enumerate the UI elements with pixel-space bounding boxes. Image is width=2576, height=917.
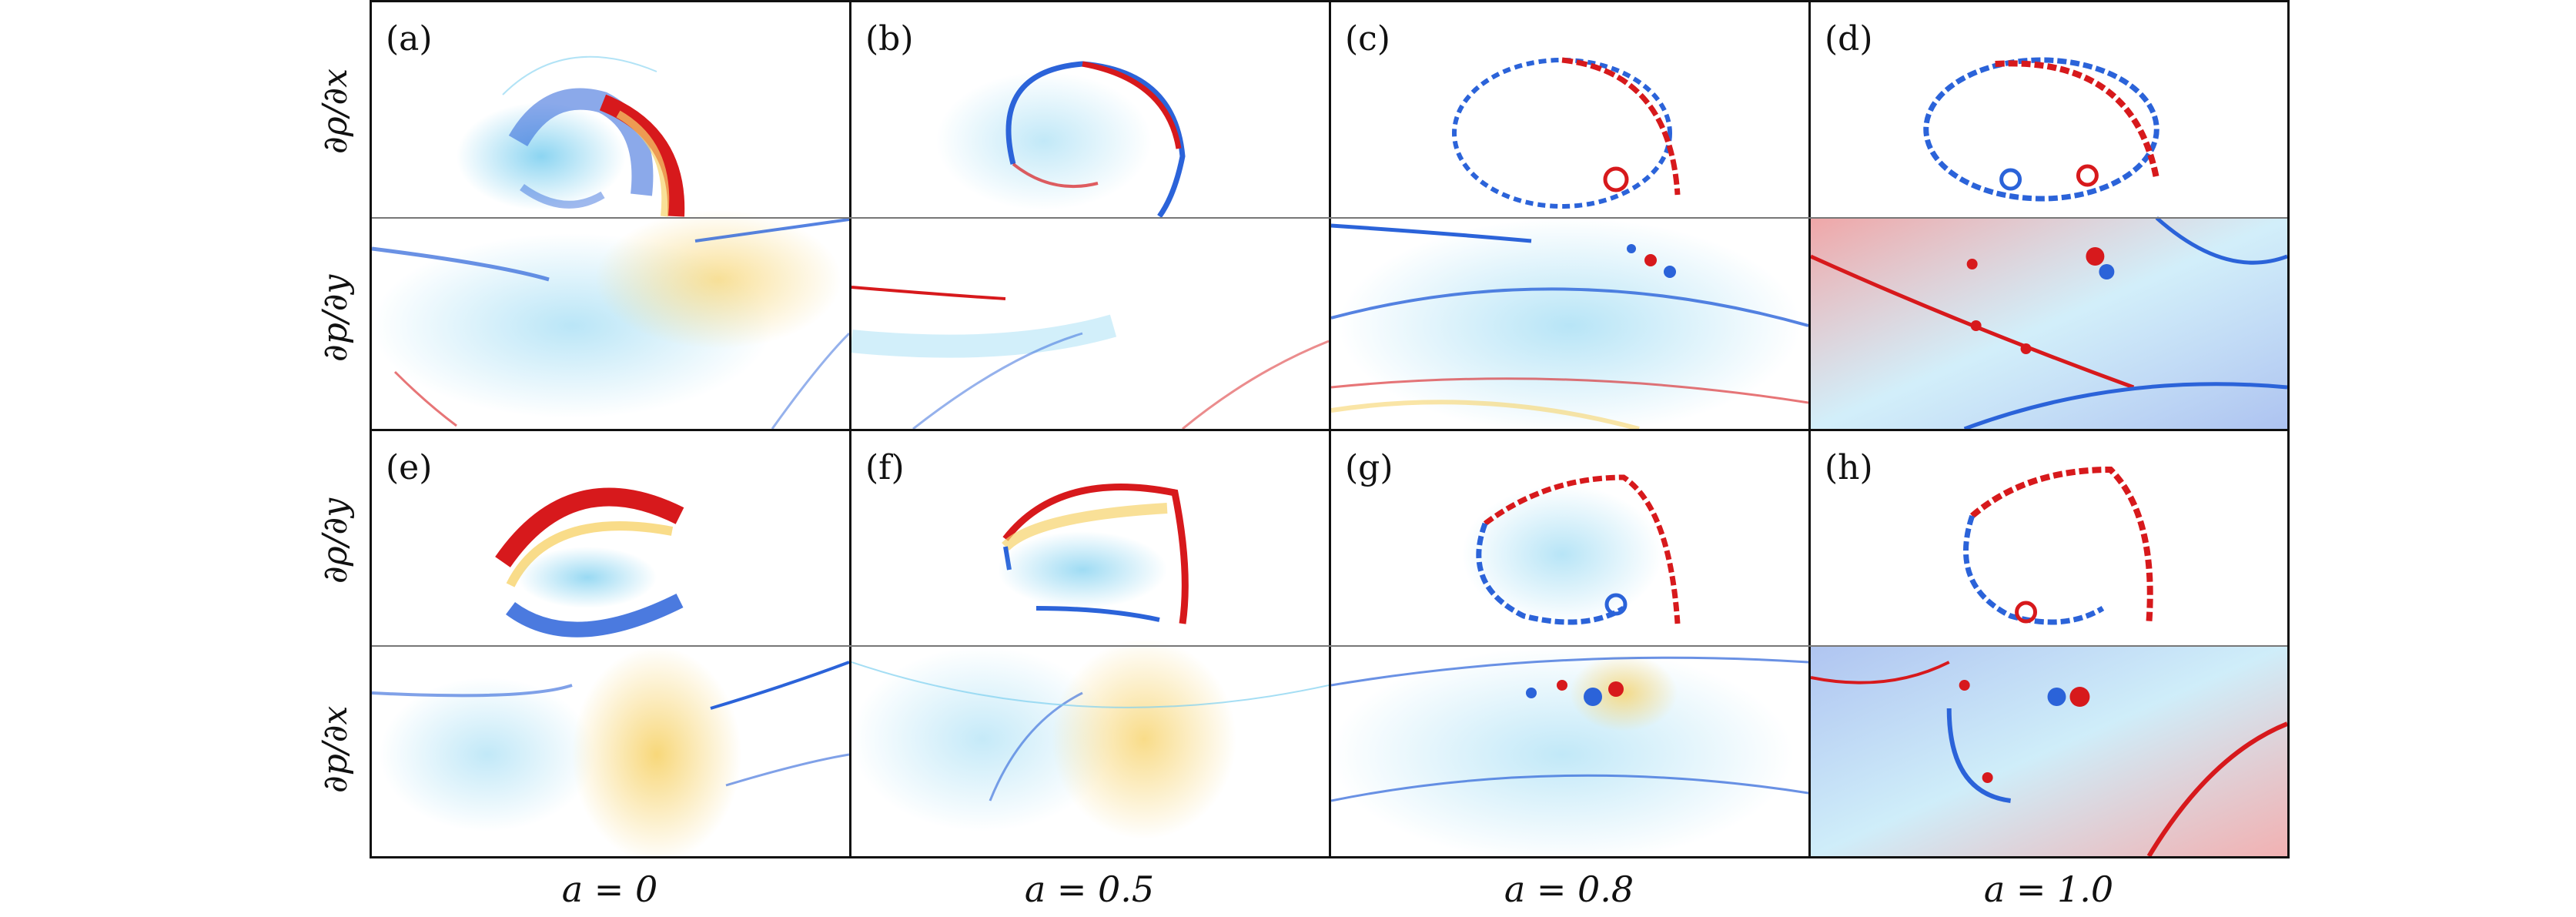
panel-label-g: (g) <box>1345 448 1393 487</box>
row-label-dp-dy: ∂p/∂y <box>316 274 355 362</box>
panel-e: (e) <box>372 431 849 856</box>
row-label-drho-dx: ∂ρ/∂x <box>316 68 355 154</box>
panel-e-field <box>372 487 849 856</box>
panel-g: (g) <box>1331 431 1808 856</box>
panel-b-field <box>851 61 1329 429</box>
column-label-a05: a = 0.5 <box>1024 868 1155 910</box>
divider-top-block-split <box>372 217 2287 219</box>
panel-a-field <box>372 55 849 429</box>
column-label-a0: a = 0 <box>561 868 658 910</box>
panel-label-d: (d) <box>1825 19 1873 59</box>
panel-g-field <box>1331 474 1808 856</box>
panel-f-field <box>851 484 1329 839</box>
column-label-a10: a = 1.0 <box>1983 868 2114 910</box>
column-label-a08: a = 0.8 <box>1504 868 1634 910</box>
panel-grid: (a) (b) <box>370 0 2290 858</box>
panel-d: (d) <box>1811 2 2287 429</box>
panel-h-field <box>1811 466 2287 856</box>
panel-h: (h) <box>1811 431 2287 856</box>
panel-label-h: (h) <box>1825 448 1873 487</box>
panel-b: (b) <box>851 2 1329 429</box>
panel-label-f: (f) <box>865 448 905 487</box>
row-label-drho-dy: ∂ρ/∂y <box>316 497 355 584</box>
panel-label-a: (a) <box>386 19 433 59</box>
divider-bottom-block-split <box>372 645 2287 647</box>
panel-f: (f) <box>851 431 1329 856</box>
panel-a: (a) <box>372 2 849 429</box>
divider-row-middle <box>372 429 2287 431</box>
row-label-dp-dx: ∂p/∂x <box>316 705 355 793</box>
panel-c-field <box>1331 57 1808 429</box>
panel-c: (c) <box>1331 2 1808 429</box>
panel-d-field <box>1811 57 2287 429</box>
panel-label-c: (c) <box>1345 19 1390 59</box>
panel-label-e: (e) <box>386 448 433 487</box>
panel-label-b: (b) <box>865 19 914 59</box>
